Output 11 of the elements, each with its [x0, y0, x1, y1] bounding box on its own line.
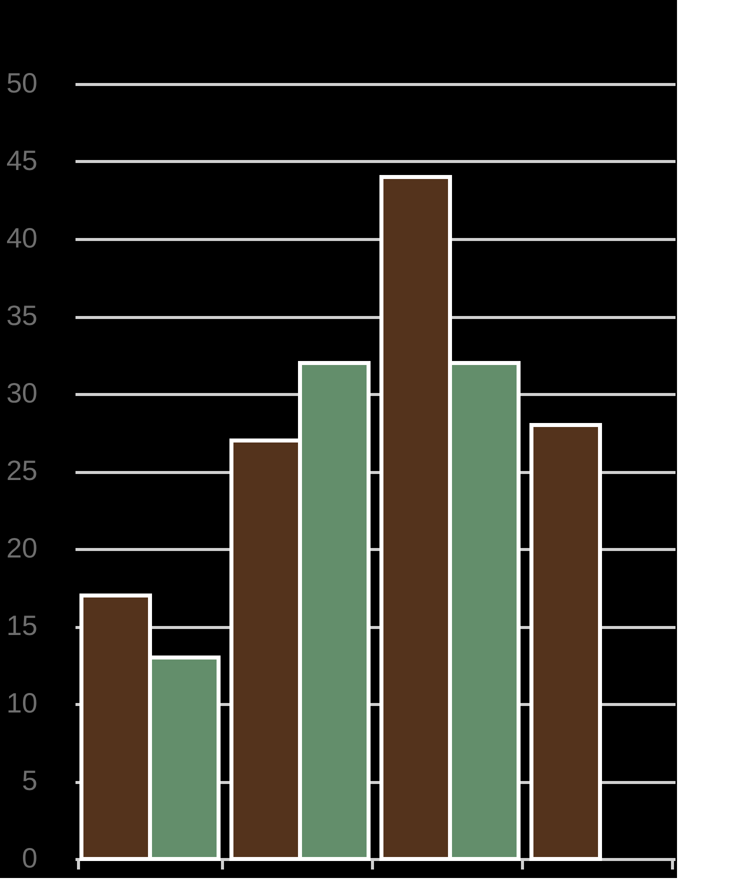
y-tick-label: 40: [6, 222, 38, 254]
y-tick-label: 45: [6, 145, 38, 176]
y-tick-label: 20: [6, 532, 38, 564]
y-tick-label: 50: [6, 68, 38, 98]
y-tick-label: 10: [6, 688, 38, 718]
y-tick-label: 35: [6, 300, 38, 331]
y-tick-label: 25: [6, 455, 38, 486]
y-tick-label: 0: [22, 842, 38, 874]
y-tick-label: 15: [6, 610, 38, 641]
y-tick-label: 30: [6, 378, 38, 408]
y-tick-label: 5: [22, 765, 38, 796]
